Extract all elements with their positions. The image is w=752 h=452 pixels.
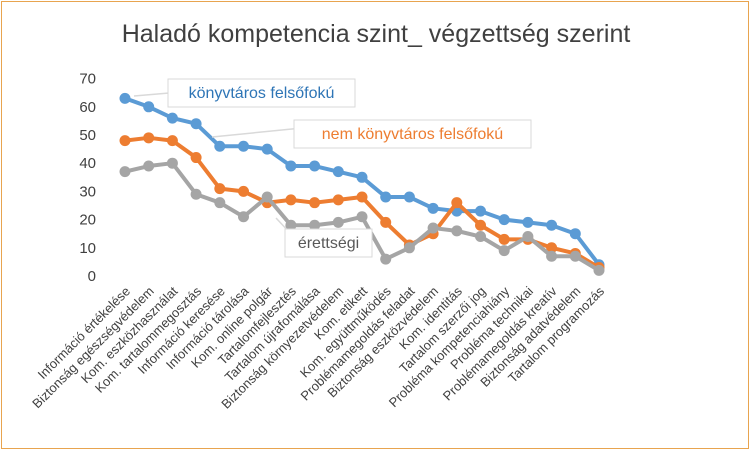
data-point [143,132,155,144]
y-tick-label: 30 [79,183,96,200]
data-point [119,92,131,104]
series-name-label: érettségi [298,235,359,252]
y-tick-label: 40 [79,155,96,172]
data-point [475,231,486,243]
data-point [356,191,368,203]
data-point [569,228,581,240]
series-3 [119,157,605,276]
data-point [569,250,581,262]
data-point [332,194,344,206]
y-tick-label: 70 [79,71,96,88]
callout-box [167,78,356,108]
data-point [380,216,392,228]
callout-box [293,119,532,149]
data-point [380,191,392,203]
data-point [475,219,486,231]
series-label-callout: nem könyvtáros felsőfokú [211,119,532,149]
data-point [546,242,558,254]
data-point [143,101,155,113]
data-point [546,250,558,262]
data-point [214,197,226,209]
data-point [261,143,273,155]
data-point [451,197,463,209]
callout-leader [211,127,303,138]
data-point [119,166,131,178]
data-point [119,135,131,147]
series-name-label: könyvtáros felsőfokú [189,85,335,102]
data-point [214,183,226,195]
data-point [214,140,226,152]
y-tick-label: 10 [79,240,96,257]
series-1 [119,92,605,271]
series-label-callout: könyvtáros felsőfokú [133,78,356,108]
chart-title: Haladó kompetencia szint_ végzettség sze… [121,20,631,48]
data-point [427,202,439,214]
data-point [261,191,273,203]
data-point [332,216,344,228]
data-point [498,245,510,257]
data-point [238,140,249,152]
data-point [285,160,297,172]
data-point [190,188,202,200]
series-name-label: nem könyvtáros felsőfokú [322,126,503,143]
data-point [356,211,368,223]
data-point [309,160,321,172]
data-point [475,205,486,217]
series-label-callout: érettségi [275,217,373,258]
callout-box [284,228,373,258]
data-point [403,191,415,203]
data-point [238,211,249,223]
data-point [498,214,510,226]
data-point [309,197,321,209]
data-point [166,157,178,169]
data-point [498,233,510,245]
data-point [285,194,297,206]
y-tick-label: 20 [79,212,96,229]
data-point [190,152,202,164]
data-point [332,166,344,178]
data-point [427,222,439,234]
y-tick-label: 50 [79,127,96,144]
data-point [451,225,463,237]
y-tick-label: 60 [79,99,96,116]
y-tick-label: 0 [88,268,96,285]
data-point [380,253,392,265]
data-point [309,219,321,231]
data-point [285,219,297,231]
data-point [166,135,178,147]
data-point [238,185,249,197]
data-point [522,216,534,228]
data-point [593,264,605,276]
data-point [546,219,558,231]
data-point [403,242,415,254]
data-point [143,160,155,172]
data-point [356,171,368,183]
data-point [522,231,534,243]
data-point [190,118,202,130]
data-point [166,112,178,124]
